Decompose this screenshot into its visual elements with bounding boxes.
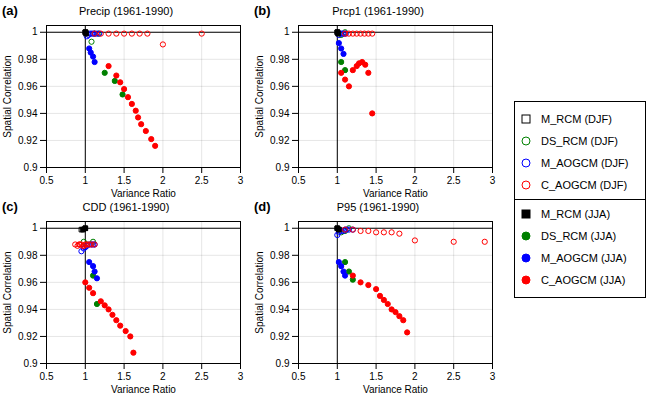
svg-text:1.5: 1.5 [117, 175, 131, 186]
svg-text:0.98: 0.98 [270, 250, 290, 261]
svg-text:3: 3 [490, 371, 496, 382]
svg-text:0.92: 0.92 [270, 331, 290, 342]
svg-text:0.96: 0.96 [18, 81, 38, 92]
svg-text:Variance Ratio: Variance Ratio [363, 384, 428, 395]
svg-text:2.5: 2.5 [447, 175, 461, 186]
html-text:Prcp1 (1961-1990): Prcp1 (1961-1990) [332, 5, 424, 17]
svg-text:0.9: 0.9 [24, 162, 38, 173]
svg-text:1: 1 [83, 175, 89, 186]
svg-text:Spatial Correlation: Spatial Correlation [254, 251, 265, 333]
svg-text:1: 1 [32, 26, 38, 37]
svg-text:2: 2 [160, 175, 166, 186]
html-text:(b): (b) [254, 3, 271, 18]
html-text:(c): (c) [2, 199, 18, 214]
svg-text:0.5: 0.5 [40, 371, 54, 382]
svg-text:1.5: 1.5 [369, 175, 383, 186]
svg-text:0.92: 0.92 [18, 135, 38, 146]
svg-text:3: 3 [490, 175, 496, 186]
svg-text:0.96: 0.96 [270, 81, 290, 92]
svg-text:0.98: 0.98 [18, 250, 38, 261]
svg-text:0.98: 0.98 [18, 54, 38, 65]
svg-text:1: 1 [335, 371, 341, 382]
svg-text:0.94: 0.94 [270, 304, 290, 315]
svg-text:2: 2 [412, 175, 418, 186]
svg-text:3: 3 [238, 175, 244, 186]
svg-text:1.5: 1.5 [369, 371, 383, 382]
svg-text:Spatial Correlation: Spatial Correlation [2, 251, 13, 333]
svg-text:0.94: 0.94 [18, 304, 38, 315]
svg-text:1: 1 [284, 222, 290, 233]
html-text:P95 (1961-1990): P95 (1961-1990) [336, 201, 420, 213]
svg-text:1: 1 [335, 175, 341, 186]
svg-text:0.9: 0.9 [276, 162, 290, 173]
svg-text:2.5: 2.5 [195, 175, 209, 186]
svg-text:0.92: 0.92 [270, 135, 290, 146]
svg-text:0.5: 0.5 [292, 371, 306, 382]
svg-text:Variance Ratio: Variance Ratio [111, 384, 176, 395]
html-text:DS_RCM (DJF): DS_RCM (DJF) [541, 134, 618, 147]
html-text:M_RCM (JJA): M_RCM (JJA) [541, 207, 611, 220]
svg-text:0.9: 0.9 [276, 358, 290, 369]
svg-text:Variance Ratio: Variance Ratio [363, 188, 428, 199]
svg-text:1: 1 [284, 26, 290, 37]
html-text:C_AOGCM (JJA): C_AOGCM (JJA) [541, 273, 626, 286]
svg-text:Variance Ratio: Variance Ratio [111, 188, 176, 199]
svg-text:0.96: 0.96 [18, 277, 38, 288]
svg-text:2: 2 [412, 371, 418, 382]
svg-text:0.5: 0.5 [40, 175, 54, 186]
svg-text:1: 1 [83, 371, 89, 382]
svg-text:Spatial Correlation: Spatial Correlation [254, 55, 265, 137]
svg-text:Spatial Correlation: Spatial Correlation [2, 55, 13, 137]
svg-text:0.92: 0.92 [18, 331, 38, 342]
html-text:CDD (1961-1990): CDD (1961-1990) [82, 201, 170, 213]
svg-text:2.5: 2.5 [447, 371, 461, 382]
html-text:C_AOGCM (DJF): C_AOGCM (DJF) [541, 178, 628, 191]
svg-text:0.96: 0.96 [270, 277, 290, 288]
html-text:M_AOGCM (DJF): M_AOGCM (DJF) [541, 156, 629, 169]
html-text:(a): (a) [2, 3, 18, 18]
html-text:DS_RCM (JJA): DS_RCM (JJA) [541, 229, 617, 242]
svg-text:1.5: 1.5 [117, 371, 131, 382]
svg-text:2: 2 [160, 371, 166, 382]
html-text:M_AOGCM (JJA): M_AOGCM (JJA) [541, 251, 627, 264]
svg-text:0.94: 0.94 [270, 108, 290, 119]
svg-text:2.5: 2.5 [195, 371, 209, 382]
html-text:M_RCM (DJF): M_RCM (DJF) [541, 112, 612, 125]
html-text:Precip (1961-1990): Precip (1961-1990) [78, 5, 174, 17]
svg-text:3: 3 [238, 371, 244, 382]
svg-text:1: 1 [32, 222, 38, 233]
svg-text:0.98: 0.98 [270, 54, 290, 65]
svg-text:0.9: 0.9 [24, 358, 38, 369]
svg-text:0.5: 0.5 [292, 175, 306, 186]
html-text:(d): (d) [254, 199, 271, 214]
svg-text:0.94: 0.94 [18, 108, 38, 119]
